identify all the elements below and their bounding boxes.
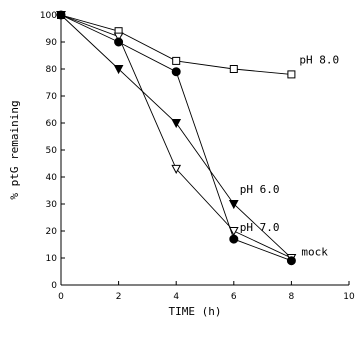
series-label: pH 7.0 bbox=[240, 221, 280, 234]
x-axis-ticks: 0 2 4 6 8 10 bbox=[58, 281, 355, 302]
x-tick-label: 2 bbox=[116, 292, 122, 302]
data-point-ph-8-0 bbox=[229, 65, 238, 73]
data-point-ph-6-0 bbox=[171, 119, 182, 129]
series-label: pH 6.0 bbox=[240, 183, 280, 196]
series-markers bbox=[56, 10, 297, 266]
y-tick-label: 10 bbox=[46, 254, 58, 264]
y-tick-label: 90 bbox=[46, 38, 58, 48]
y-tick-label: 60 bbox=[46, 119, 58, 129]
y-tick-label: 40 bbox=[46, 173, 58, 183]
x-tick-label: 6 bbox=[231, 292, 237, 302]
x-tick-label: 8 bbox=[289, 292, 295, 302]
data-point-ph-8-0 bbox=[172, 56, 181, 65]
data-point-mock bbox=[171, 67, 181, 77]
data-point-ph-8-0 bbox=[287, 70, 296, 79]
data-point-ph-7-0 bbox=[228, 227, 239, 237]
series-label: pH 8.0 bbox=[299, 54, 339, 67]
y-tick-label: 80 bbox=[46, 65, 58, 75]
data-point-mock bbox=[286, 256, 296, 266]
series-labels: pH 8.0 pH 6.0 pH 7.0 mock bbox=[240, 54, 339, 259]
x-axis-title: TIME (h) bbox=[169, 305, 222, 318]
data-point-ph-7-0 bbox=[113, 32, 124, 42]
y-tick-label: 30 bbox=[46, 200, 58, 210]
x-tick-label: 10 bbox=[343, 292, 355, 302]
y-tick-label: 100 bbox=[40, 11, 57, 21]
y-tick-label: 0 bbox=[51, 281, 57, 291]
data-point-ph-6-0 bbox=[228, 200, 239, 210]
data-point-ph-6-0 bbox=[113, 65, 124, 75]
y-axis-ticks: 0 10 20 30 40 50 60 70 80 90 100 bbox=[40, 11, 65, 291]
series-label: mock bbox=[301, 245, 328, 258]
x-tick-label: 4 bbox=[173, 292, 179, 302]
data-point-mock bbox=[56, 10, 66, 20]
y-tick-label: 70 bbox=[46, 92, 58, 102]
data-point-mock bbox=[229, 234, 239, 244]
data-point-mock bbox=[114, 37, 124, 47]
x-tick-label: 0 bbox=[58, 292, 64, 302]
data-point-ph-7-0 bbox=[171, 164, 182, 174]
y-tick-label: 20 bbox=[46, 227, 58, 237]
y-tick-label: 50 bbox=[46, 146, 58, 156]
y-axis-title: % ptG remaining bbox=[8, 100, 21, 199]
series-line-ph-8-0 bbox=[60, 14, 292, 75]
